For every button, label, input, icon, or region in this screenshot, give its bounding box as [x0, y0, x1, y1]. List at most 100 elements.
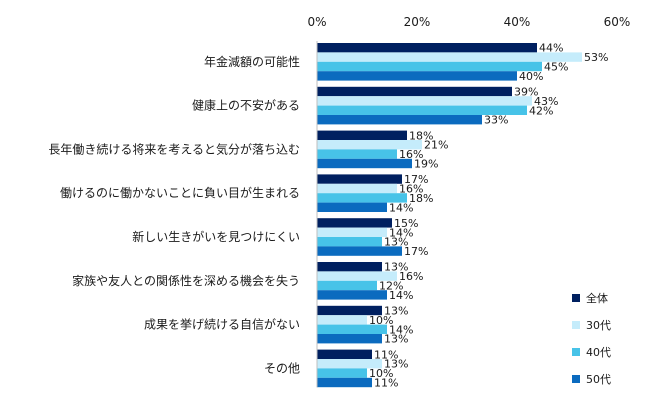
- bar: [317, 237, 382, 247]
- value-label: 18%: [409, 129, 433, 142]
- legend-item: 全体: [572, 291, 608, 305]
- bar: [317, 43, 537, 53]
- category-axis: 年金減額の可能性健康上の不安がある長年働き続ける将来を考えると気分が落ち込む働け…: [48, 54, 300, 376]
- value-label: 33%: [484, 114, 508, 127]
- value-label: 18%: [409, 192, 433, 205]
- category-group: 13%10%14%13%: [317, 305, 413, 346]
- bar: [317, 280, 377, 291]
- bar: [317, 368, 367, 378]
- bar: [317, 271, 397, 281]
- value-label: 11%: [374, 348, 398, 361]
- legend-swatch: [572, 321, 580, 329]
- x-tick-label: 40%: [504, 15, 531, 29]
- bar: [317, 290, 387, 300]
- bar: [317, 149, 397, 159]
- bar: [317, 96, 532, 106]
- legend-label: 全体: [586, 291, 608, 305]
- bar: [317, 61, 542, 72]
- bar: [317, 218, 392, 228]
- value-label: 40%: [519, 70, 543, 83]
- bar: [317, 174, 402, 184]
- legend-label: 40代: [586, 346, 611, 359]
- category-label: 新しい生きがいを見つけにくい: [132, 229, 300, 244]
- category-label: 健康上の不安がある: [192, 98, 300, 113]
- bar: [317, 140, 422, 150]
- value-label: 14%: [389, 201, 413, 214]
- x-tick-label: 60%: [604, 15, 631, 29]
- category-label: 働けるのに働かないことに負い目が生まれる: [60, 185, 300, 200]
- value-label: 12%: [379, 280, 403, 293]
- x-tick-label: 0%: [307, 15, 326, 29]
- value-label: 14%: [389, 289, 413, 302]
- value-label: 14%: [389, 226, 413, 239]
- category-group: 17%16%18%14%: [317, 173, 433, 214]
- legend-swatch: [572, 348, 580, 356]
- category-group: 15%14%13%17%: [317, 217, 428, 258]
- category-group: 39%43%42% 33%: [317, 86, 558, 127]
- bar: [317, 105, 527, 115]
- value-label: 11%: [374, 377, 398, 390]
- value-label: 13%: [384, 236, 408, 249]
- value-label: 42%: [529, 104, 553, 117]
- legend-label: 30代: [586, 319, 611, 332]
- legend-swatch: [572, 294, 580, 302]
- bar: [317, 359, 382, 369]
- bar: [317, 334, 382, 344]
- legend-item: 30代: [572, 319, 611, 332]
- value-label: 10%: [369, 367, 393, 380]
- bar: [317, 315, 367, 325]
- category-label: 家族や友人との関係性を深める機会を失う: [72, 273, 300, 288]
- value-label: 13%: [384, 333, 408, 346]
- legend-item: 50代: [572, 373, 611, 386]
- value-label: 45%: [544, 61, 568, 74]
- value-label: 15%: [394, 217, 418, 230]
- bar: [317, 115, 482, 125]
- value-label: 16%: [399, 148, 423, 161]
- value-label: 10%: [369, 314, 393, 327]
- value-label: 13%: [384, 358, 408, 371]
- bar: [317, 377, 372, 388]
- value-label: 13%: [384, 305, 408, 318]
- value-label: 17%: [404, 245, 428, 258]
- bar: [317, 86, 512, 97]
- bar: [317, 202, 387, 212]
- category-label: 成果を挙げ続ける自信がない: [144, 317, 300, 332]
- value-label: 44%: [539, 42, 563, 55]
- category-group: 11%13%10%11%: [317, 348, 408, 390]
- value-label: 17%: [404, 173, 428, 186]
- value-label: 21%: [424, 139, 448, 152]
- bar: [317, 52, 582, 62]
- value-label: 14%: [389, 323, 413, 336]
- category-label: 年金減額の可能性: [204, 54, 300, 69]
- value-label: 19%: [414, 158, 438, 171]
- category-group: 44% 53% 45%40%: [317, 42, 608, 83]
- legend: 全体 30代 40代 50代: [572, 291, 611, 386]
- value-label: 39%: [514, 86, 538, 99]
- category-group: 18%21%16%19%: [317, 129, 448, 171]
- bar: [317, 324, 387, 334]
- legend-item: 40代: [572, 346, 611, 359]
- bar: [317, 305, 382, 316]
- value-label: 13%: [384, 261, 408, 274]
- legend-label: 50代: [586, 373, 611, 386]
- bar: [317, 227, 387, 237]
- value-label: 16%: [399, 270, 423, 283]
- category-group: 13%16%12%14%: [317, 261, 423, 302]
- value-label: 16%: [399, 183, 423, 196]
- category-label: その他: [264, 361, 300, 375]
- value-label: 43%: [534, 95, 558, 108]
- bar: [317, 183, 397, 194]
- bar: [317, 158, 412, 169]
- legend-swatch: [572, 375, 580, 383]
- bar: [317, 193, 407, 203]
- x-axis: 0% 20% 40% 60%: [307, 15, 630, 29]
- bar: [317, 246, 402, 256]
- plot-area: 44%53%45%40%39%43%42%33%18%21%16%19%17%1…: [316, 41, 608, 390]
- bar: [317, 130, 407, 140]
- category-label: 長年働き続ける将来を考えると気分が落ち込む: [48, 141, 300, 156]
- value-label: 53%: [584, 51, 608, 64]
- bar: [317, 349, 372, 359]
- x-tick-label: 20%: [404, 15, 431, 29]
- bar: [317, 262, 382, 272]
